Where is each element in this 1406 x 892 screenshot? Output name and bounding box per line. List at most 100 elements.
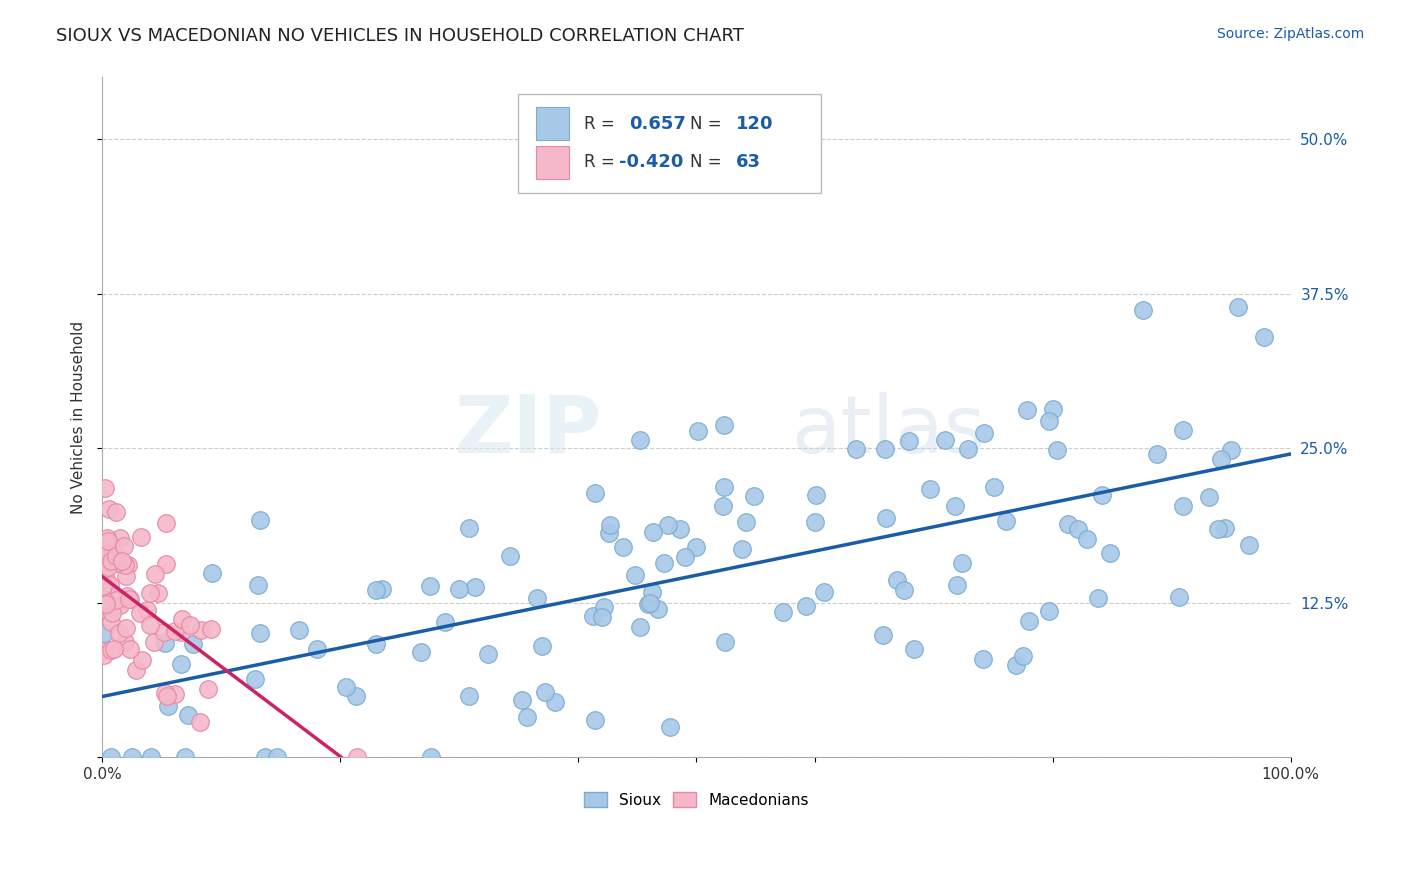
FancyBboxPatch shape (519, 95, 821, 193)
Point (1091, 488, 1114, 502)
Point (115, 621, 138, 635)
Point (1012, 648, 1035, 663)
Point (583, 485, 606, 500)
Point (903, 642, 925, 657)
Point (531, 639, 554, 653)
Text: N =: N = (690, 153, 723, 171)
Text: R =: R = (583, 115, 614, 133)
Point (946, 578, 969, 592)
Point (153, 624, 176, 639)
Point (685, 540, 707, 554)
Point (108, 626, 131, 640)
Point (142, 635, 165, 649)
Point (131, 653, 153, 667)
Point (1237, 537, 1260, 551)
Point (105, 556, 128, 570)
Point (153, 686, 176, 700)
Y-axis label: No Vehicles in Household: No Vehicles in Household (72, 320, 86, 514)
Point (120, 642, 142, 657)
Point (1087, 591, 1109, 605)
Point (93, 593, 115, 607)
Point (100, 643, 122, 657)
Point (772, 605, 794, 619)
Point (91, 644, 114, 658)
Point (623, 567, 645, 582)
Point (804, 487, 827, 501)
Point (675, 549, 697, 564)
Point (526, 591, 548, 605)
Point (243, 673, 266, 687)
Point (1067, 522, 1090, 536)
Point (94, 579, 117, 593)
Point (118, 591, 141, 606)
Point (458, 689, 481, 703)
Point (734, 516, 756, 530)
Point (419, 579, 441, 593)
Point (148, 586, 170, 600)
Point (875, 510, 897, 524)
Point (464, 580, 486, 594)
Point (658, 721, 681, 735)
Point (364, 582, 387, 597)
Point (305, 642, 328, 657)
Point (266, 750, 288, 764)
Point (641, 584, 664, 599)
Point (731, 542, 754, 557)
Point (155, 558, 177, 572)
Point (100, 750, 122, 764)
Point (96, 531, 118, 545)
Point (93, 549, 115, 564)
Point (1099, 545, 1122, 559)
Legend: Sioux, Macedonians: Sioux, Macedonians (578, 786, 815, 814)
Point (1046, 443, 1069, 458)
Point (201, 566, 224, 581)
Point (458, 521, 481, 535)
Point (628, 433, 651, 447)
Point (1038, 414, 1060, 428)
Point (114, 558, 136, 572)
Point (145, 566, 167, 581)
Text: N =: N = (690, 115, 723, 133)
Point (1226, 300, 1249, 314)
Point (155, 516, 177, 530)
Point (893, 582, 915, 597)
Point (97, 501, 120, 516)
Point (995, 514, 1018, 528)
Point (591, 610, 613, 624)
Point (714, 635, 737, 649)
Point (139, 586, 162, 600)
Point (364, 638, 387, 652)
Point (156, 689, 179, 703)
Point (898, 434, 921, 448)
Point (582, 609, 605, 624)
Text: 0.657: 0.657 (628, 115, 686, 133)
Point (886, 574, 908, 588)
Point (1198, 490, 1220, 504)
Point (686, 424, 709, 438)
Point (249, 513, 271, 527)
Point (713, 480, 735, 494)
Point (117, 589, 139, 603)
Point (104, 593, 127, 607)
Point (93, 481, 115, 495)
Point (873, 442, 896, 457)
Point (94, 578, 117, 592)
Point (94, 572, 117, 586)
Point (346, 750, 368, 764)
Point (1018, 614, 1040, 628)
Point (1042, 401, 1064, 416)
Point (173, 750, 195, 764)
Point (93, 542, 115, 557)
Point (177, 707, 200, 722)
Point (637, 597, 659, 611)
Point (1168, 590, 1191, 604)
Point (125, 663, 148, 677)
Point (647, 602, 669, 616)
Point (668, 522, 690, 536)
Point (170, 612, 193, 626)
Point (188, 715, 211, 730)
Point (544, 695, 567, 709)
Point (1173, 499, 1195, 513)
Point (1076, 532, 1098, 546)
Point (449, 582, 471, 597)
